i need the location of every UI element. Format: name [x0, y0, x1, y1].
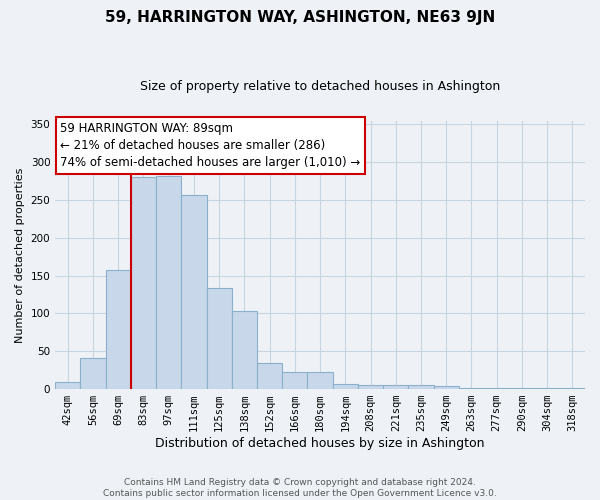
Text: Contains HM Land Registry data © Crown copyright and database right 2024.
Contai: Contains HM Land Registry data © Crown c… — [103, 478, 497, 498]
Bar — [383, 384, 409, 389]
Bar — [156, 176, 181, 389]
Bar — [409, 386, 434, 389]
Bar — [358, 384, 383, 389]
Bar — [232, 311, 257, 389]
Bar — [434, 386, 459, 389]
Bar — [55, 382, 80, 389]
Title: Size of property relative to detached houses in Ashington: Size of property relative to detached ho… — [140, 80, 500, 93]
Bar — [257, 362, 282, 389]
Bar — [106, 270, 131, 389]
Bar — [332, 384, 358, 389]
Bar — [560, 388, 585, 389]
Bar — [307, 372, 332, 389]
Bar — [484, 388, 509, 389]
Bar — [206, 288, 232, 389]
Bar — [131, 176, 156, 389]
Bar — [459, 388, 484, 389]
Bar — [181, 194, 206, 389]
Bar — [282, 372, 307, 389]
Bar — [509, 388, 535, 389]
Bar — [535, 388, 560, 389]
Bar — [80, 358, 106, 389]
X-axis label: Distribution of detached houses by size in Ashington: Distribution of detached houses by size … — [155, 437, 485, 450]
Text: 59 HARRINGTON WAY: 89sqm
← 21% of detached houses are smaller (286)
74% of semi-: 59 HARRINGTON WAY: 89sqm ← 21% of detach… — [61, 122, 361, 169]
Text: 59, HARRINGTON WAY, ASHINGTON, NE63 9JN: 59, HARRINGTON WAY, ASHINGTON, NE63 9JN — [105, 10, 495, 25]
Y-axis label: Number of detached properties: Number of detached properties — [15, 167, 25, 342]
